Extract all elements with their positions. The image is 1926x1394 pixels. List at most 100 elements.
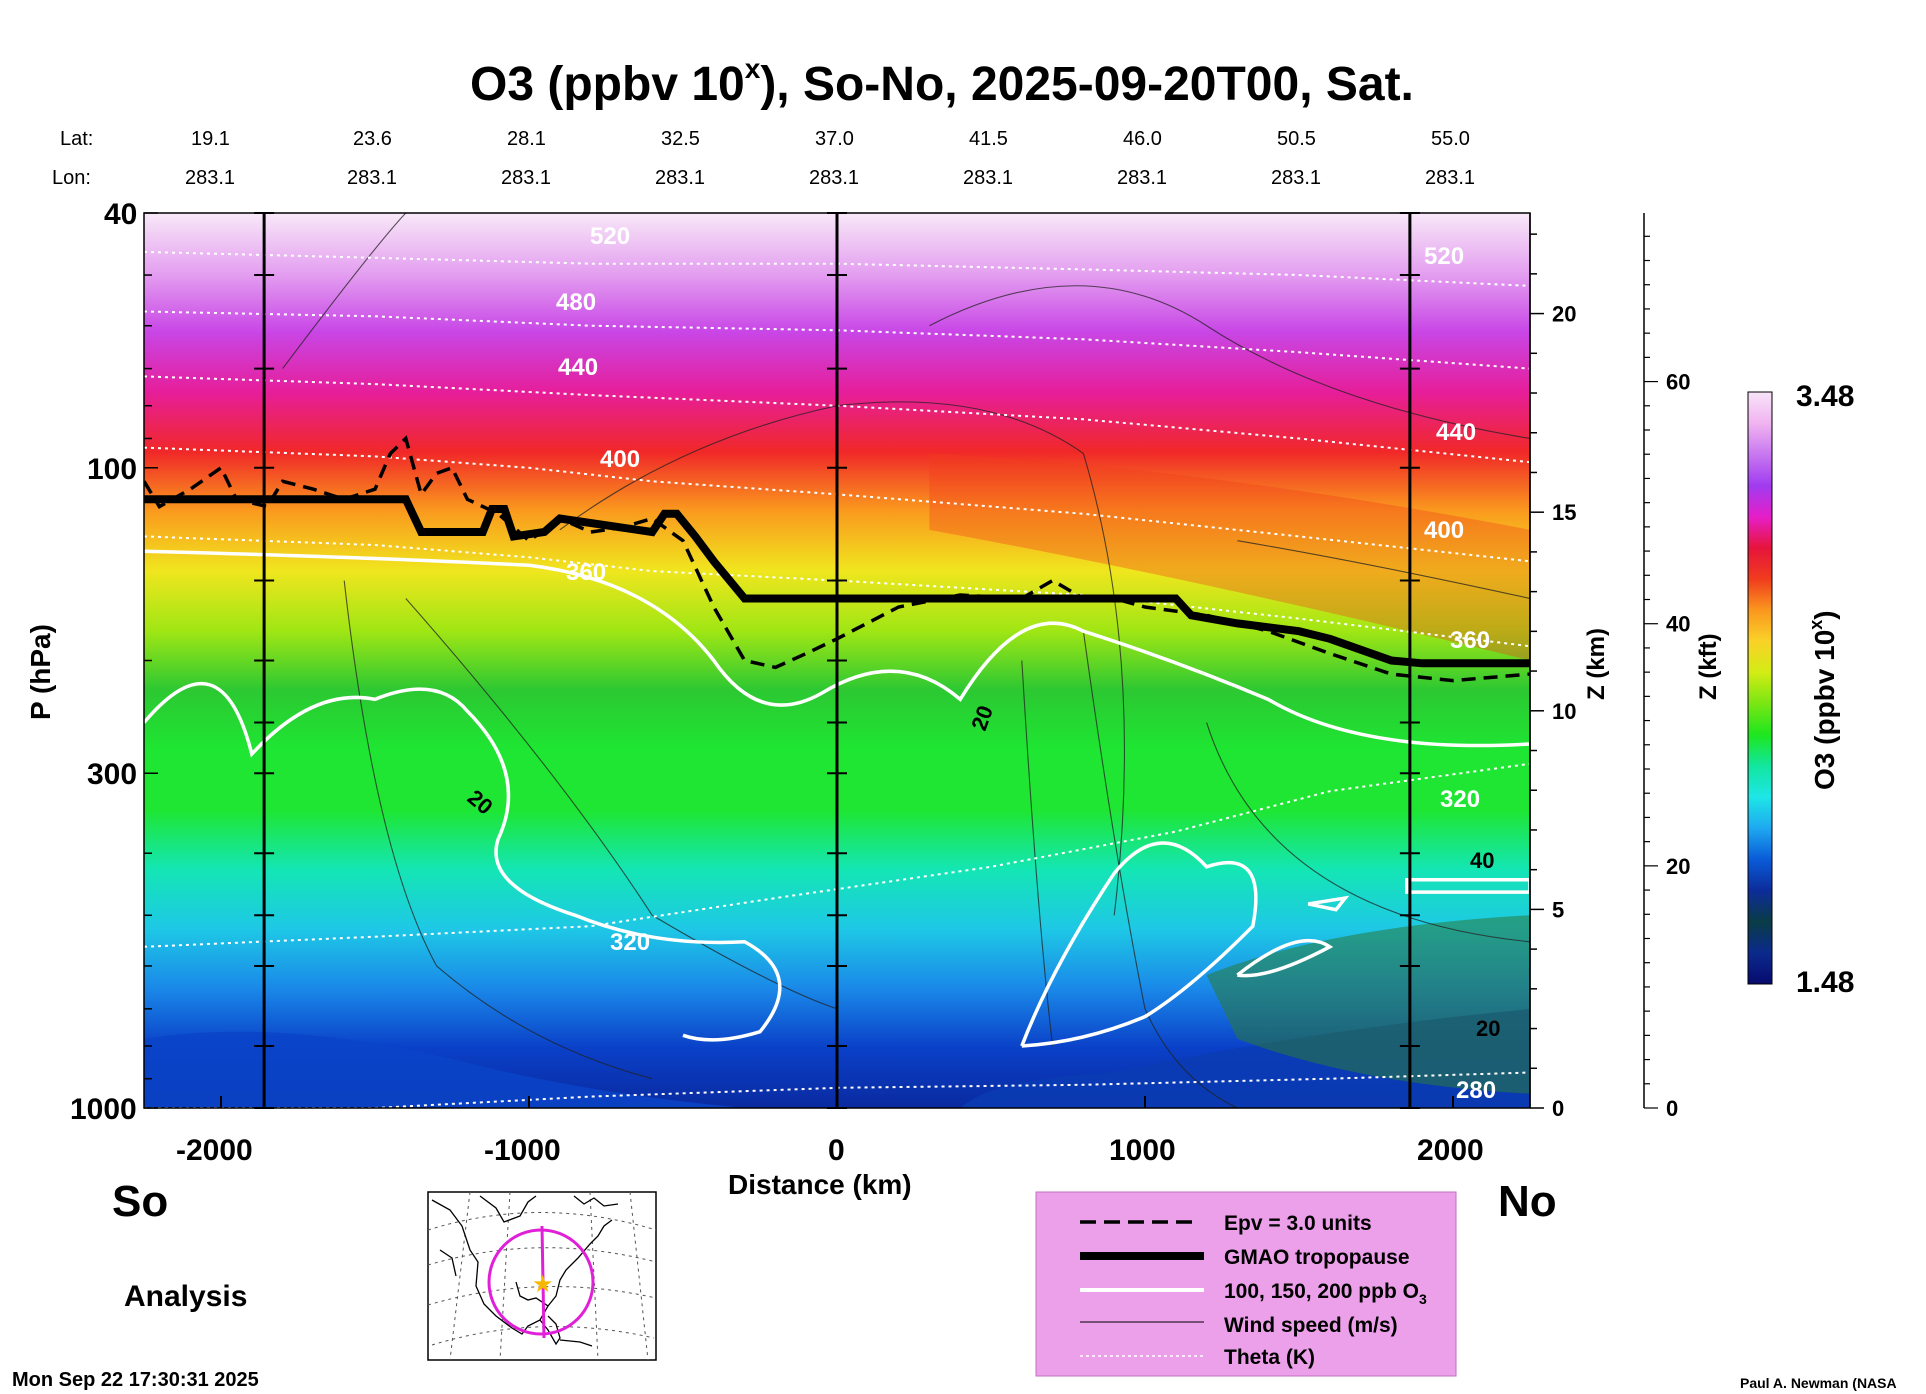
lon-value: 283.1 — [347, 167, 397, 189]
lat-value: 37.0 — [815, 128, 854, 150]
lon-value: 283.1 — [963, 167, 1013, 189]
x-tick-label: 0 — [828, 1134, 845, 1167]
pressure-axis: 40 100 300 1000 — [70, 198, 158, 1126]
colorbar — [1747, 391, 1773, 985]
theta-label-440: 440 — [558, 354, 598, 381]
kft-tick-label: 20 — [1666, 854, 1690, 879]
low-ozone-region — [144, 1031, 745, 1108]
wind-speed-contour — [1021, 660, 1054, 1047]
ozone-isoline — [1020, 841, 1258, 1048]
x-tick-label: -1000 — [484, 1134, 561, 1167]
theta-label-right-320: 320 — [1440, 786, 1480, 813]
lon-row-label: Lon: — [52, 167, 91, 189]
ozone-isoline — [144, 549, 1530, 748]
theta-label-280: 280 — [1456, 1077, 1496, 1104]
north-label: No — [1498, 1177, 1557, 1226]
lon-value: 283.1 — [655, 167, 705, 189]
chart-title: O3 (ppbv 10x), So-No, 2025-09-20T00, Sat… — [470, 53, 1414, 111]
theta-label-400: 400 — [600, 446, 640, 473]
theta-labels: 520 480 440 400 360 320 280 520 440 400 … — [556, 223, 1496, 1104]
x-tick-label: -2000 — [176, 1134, 253, 1167]
wind-speed-contour — [343, 580, 653, 1080]
z-tick-label: 10 — [1552, 699, 1576, 724]
ozone-isoline — [1405, 877, 1530, 894]
theta-label-320: 320 — [610, 929, 650, 956]
zkft-axis-label: Z (kft) — [1695, 633, 1722, 700]
ozone-isoline — [1307, 895, 1350, 912]
high-ozone-tongue — [929, 453, 1530, 661]
z-tick-label: 5 — [1552, 897, 1564, 922]
south-label: So — [112, 1177, 168, 1226]
colorbar-max-label: 3.48 — [1796, 380, 1854, 413]
kft-tick-label: 40 — [1666, 612, 1690, 637]
lat-value: 19.1 — [191, 128, 230, 150]
theta-label-520: 520 — [590, 223, 630, 250]
lon-value: 283.1 — [1117, 167, 1167, 189]
theta-label-360: 360 — [566, 559, 606, 586]
epv-line — [144, 435, 1530, 683]
wind-speed-contour — [405, 598, 838, 1010]
z-axis-label: Z (km) — [1583, 628, 1610, 700]
lon-value: 283.1 — [185, 167, 235, 189]
z-tick-label: 20 — [1552, 302, 1576, 327]
theta-label-right-400: 400 — [1424, 517, 1464, 544]
lon-value: 283.1 — [809, 167, 859, 189]
theta-label-right-360: 360 — [1450, 627, 1490, 654]
legend: Epv = 3.0 units GMAO tropopause 100, 150… — [1035, 1191, 1457, 1377]
p-tick-label: 300 — [87, 758, 137, 791]
legend-label-epv: Epv = 3.0 units — [1224, 1212, 1372, 1235]
wind-speed-contour — [1082, 631, 1238, 1108]
legend-label-tropopause: GMAO tropopause — [1224, 1246, 1410, 1269]
legend-label-ozone: 100, 150, 200 ppb O3 — [1224, 1280, 1427, 1307]
theta-contour-360 — [144, 535, 1530, 648]
map-center-star-icon: ★ — [532, 1271, 554, 1298]
z-kft-axis: 0 20 40 60 — [1643, 213, 1690, 1121]
analysis-label: Analysis — [124, 1280, 247, 1313]
theta-contour-320 — [144, 762, 1530, 948]
theta-label-480: 480 — [556, 289, 596, 316]
lon-value: 283.1 — [1425, 167, 1475, 189]
p-tick-label: 40 — [104, 198, 137, 231]
wind-label-40: 40 — [1470, 848, 1494, 873]
lat-value: 32.5 — [661, 128, 700, 150]
legend-label-wind: Wind speed (m/s) — [1224, 1314, 1398, 1337]
x-tick-label: 1000 — [1109, 1134, 1176, 1167]
dark-green-region — [1206, 915, 1530, 1094]
z-tick-label: 0 — [1552, 1096, 1564, 1121]
y-axis-label: P (hPa) — [25, 624, 56, 720]
wind-label-20c: 20 — [1476, 1016, 1500, 1041]
x-axis: -2000 -1000 0 1000 2000 — [176, 1096, 1484, 1167]
credit: Paul A. Newman (NASA — [1740, 1375, 1897, 1391]
x-axis-label: Distance (km) — [728, 1169, 912, 1200]
lat-row-label: Lat: — [60, 128, 93, 150]
wind-speed-contour — [282, 213, 407, 369]
lat-value: 55.0 — [1431, 128, 1470, 150]
legend-label-theta: Theta (K) — [1224, 1346, 1315, 1369]
theta-label-right-440: 440 — [1436, 419, 1476, 446]
theta-label-right-520: 520 — [1424, 243, 1464, 270]
lat-lon-row: 19.1 283.1 23.6 283.1 28.1 283.1 32.5 283.1 37.0… — [185, 128, 1475, 189]
lat-value: 50.5 — [1277, 128, 1316, 150]
kft-tick-label: 60 — [1666, 370, 1690, 395]
wind-speed-contour — [559, 401, 1125, 916]
p-tick-label: 100 — [87, 453, 137, 486]
z-km-axis: 0 5 10 15 20 — [1529, 213, 1576, 1121]
wind-speed-contour — [1237, 540, 1530, 599]
z-tick-label: 15 — [1552, 500, 1576, 525]
station-lines — [254, 212, 1420, 1109]
map-coastlines — [431, 1195, 619, 1347]
wind-speed-contour — [929, 285, 1530, 440]
timestamp: Mon Sep 22 17:30:31 2025 — [12, 1369, 259, 1391]
ozone-field-features — [144, 453, 1530, 1108]
lat-value: 46.0 — [1123, 128, 1162, 150]
kft-tick-label: 0 — [1666, 1096, 1678, 1121]
lon-value: 283.1 — [501, 167, 551, 189]
x-tick-label: 2000 — [1417, 1134, 1484, 1167]
ozone-isoline — [1236, 938, 1334, 978]
wind-speed-contour — [1206, 722, 1530, 943]
lon-value: 283.1 — [1271, 167, 1321, 189]
lat-value: 28.1 — [507, 128, 546, 150]
wind-speed-contours — [282, 213, 1530, 1108]
colorbar-label: O3 (ppbv 10x) — [1806, 610, 1840, 790]
